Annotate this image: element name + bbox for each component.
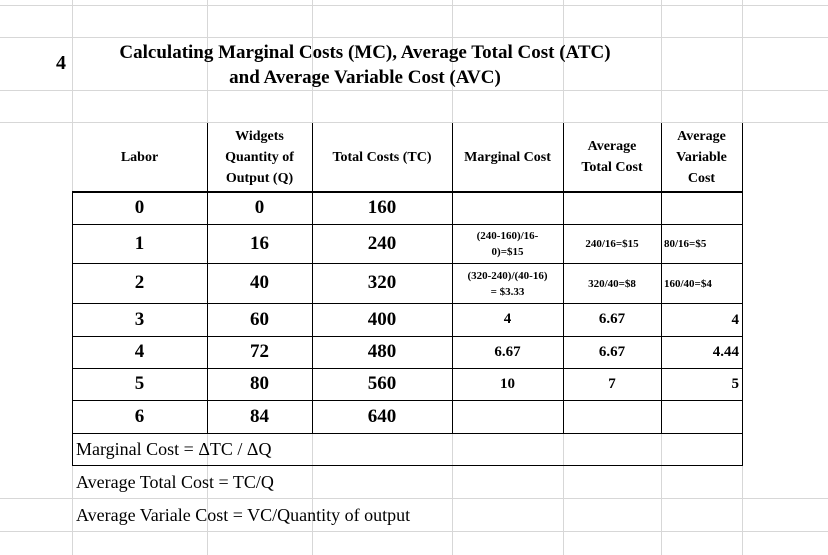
table-border bbox=[72, 400, 743, 401]
cell-labor: 4 bbox=[134, 341, 145, 363]
table-border bbox=[72, 368, 743, 369]
header-average-total-cost: Average Total Cost bbox=[581, 139, 643, 175]
cell-total-cost: 560 bbox=[367, 373, 397, 395]
header-labor: Labor bbox=[120, 149, 159, 165]
header-marginal-cost: Marginal Cost bbox=[464, 149, 551, 165]
grid-row-line bbox=[0, 37, 828, 38]
formula-marginal-cost: Marginal Cost = ΔTC / ΔQ bbox=[76, 439, 272, 459]
grid-row-line bbox=[0, 498, 828, 499]
formula-average-variable-cost: Average Variale Cost = VC/Quantity of ou… bbox=[76, 505, 411, 525]
cell-quantity: 0 bbox=[254, 197, 265, 219]
cell-average-total-cost: 6.67 bbox=[598, 311, 626, 328]
header-average-variable-cost: Average Variable Cost bbox=[676, 128, 727, 186]
cell-average-variable-cost: 5 bbox=[731, 376, 740, 392]
table-border bbox=[742, 123, 743, 466]
cell-average-total-cost: 240/16=$15 bbox=[585, 238, 639, 250]
table-border bbox=[72, 191, 743, 193]
table-border bbox=[452, 123, 453, 433]
cell-labor: 3 bbox=[134, 308, 145, 330]
cell-marginal-cost: 4 bbox=[503, 311, 512, 328]
cell-quantity: 60 bbox=[250, 308, 269, 330]
table-border bbox=[207, 123, 208, 433]
table-border bbox=[661, 123, 662, 433]
table-border bbox=[72, 465, 743, 466]
grid-row-line bbox=[0, 531, 828, 532]
table-border bbox=[72, 303, 743, 304]
cell-quantity: 40 bbox=[250, 272, 269, 294]
grid-row-line bbox=[0, 90, 828, 91]
page-title: Calculating Marginal Costs (MC), Average… bbox=[80, 39, 650, 91]
cell-labor: 6 bbox=[134, 405, 145, 427]
cell-quantity: 80 bbox=[250, 373, 269, 395]
cell-total-cost: 400 bbox=[367, 308, 397, 330]
cell-average-variable-cost: 160/40=$4 bbox=[664, 278, 712, 290]
cell-total-cost: 480 bbox=[367, 341, 397, 363]
cell-average-total-cost: 7 bbox=[608, 375, 616, 392]
grid-row-line bbox=[0, 5, 828, 6]
title-line-1: Calculating Marginal Costs (MC), Average… bbox=[119, 42, 611, 63]
cell-labor: 0 bbox=[134, 197, 145, 219]
cell-average-variable-cost: 80/16=$5 bbox=[664, 238, 707, 250]
table-border bbox=[72, 191, 73, 465]
cell-quantity: 84 bbox=[250, 405, 269, 427]
table-border bbox=[312, 123, 313, 433]
cell-quantity: 72 bbox=[250, 341, 269, 363]
header-quantity: Widgets Quantity of Output (Q) bbox=[225, 128, 294, 186]
cell-average-total-cost: 320/40=$8 bbox=[588, 277, 636, 290]
cell-marginal-cost: 10 bbox=[500, 375, 515, 392]
formula-average-total-cost: Average Total Cost = TC/Q bbox=[76, 472, 274, 492]
cell-total-cost: 320 bbox=[367, 272, 397, 294]
grid-row-line bbox=[0, 122, 828, 123]
title-line-2: and Average Variable Cost (AVC) bbox=[229, 67, 501, 88]
cell-average-variable-cost: 4.44 bbox=[712, 344, 739, 360]
cell-total-cost: 640 bbox=[367, 405, 397, 427]
cell-total-cost: 240 bbox=[367, 232, 397, 254]
cell-marginal-cost: (320-240)/(40-16) = $3.33 bbox=[467, 269, 548, 298]
cell-average-total-cost: 6.67 bbox=[598, 343, 626, 360]
cell-labor: 2 bbox=[134, 272, 145, 294]
table-border bbox=[72, 263, 743, 264]
cell-quantity: 16 bbox=[250, 232, 269, 254]
table-border bbox=[72, 224, 743, 225]
table-border bbox=[72, 433, 743, 434]
cell-total-cost: 160 bbox=[367, 197, 397, 219]
cell-average-variable-cost: 4 bbox=[731, 311, 740, 328]
cell-marginal-cost: 6.67 bbox=[494, 343, 521, 360]
table-border bbox=[563, 123, 564, 433]
cell-labor: 5 bbox=[134, 373, 145, 395]
row-number: 4 bbox=[56, 52, 66, 74]
table-border bbox=[72, 336, 743, 337]
cell-marginal-cost: (240-160)/16- 0)=$15 bbox=[476, 230, 539, 258]
cell-labor: 1 bbox=[134, 232, 145, 254]
header-total-costs: Total Costs (TC) bbox=[332, 149, 432, 165]
